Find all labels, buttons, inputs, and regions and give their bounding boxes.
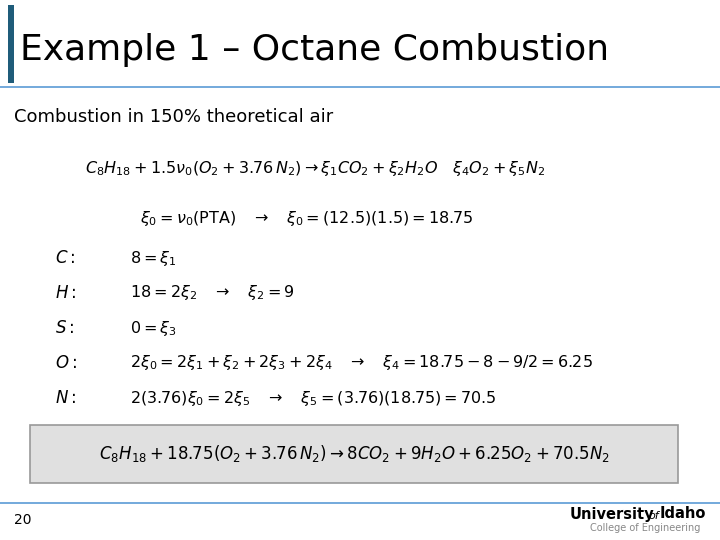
Text: of: of: [648, 511, 659, 521]
Text: $C_8H_{18}+1.5\nu_0(O_2+3.76\,N_2)\rightarrow\xi_1CO_2+\xi_2H_2O\quad\xi_4O_2+\x: $C_8H_{18}+1.5\nu_0(O_2+3.76\,N_2)\right…: [85, 159, 545, 178]
Text: $18=2\xi_2\quad\rightarrow\quad\xi_2=9$: $18=2\xi_2\quad\rightarrow\quad\xi_2=9$: [130, 284, 294, 302]
Text: Combustion in 150% theoretical air: Combustion in 150% theoretical air: [14, 108, 333, 126]
Text: $H:$: $H:$: [55, 284, 76, 302]
Text: $C:$: $C:$: [55, 249, 76, 267]
Text: $8=\xi_1$: $8=\xi_1$: [130, 248, 176, 267]
Text: $2(3.76)\xi_0=2\xi_5\quad\rightarrow\quad\xi_5=(3.76)(18.75)=70.5$: $2(3.76)\xi_0=2\xi_5\quad\rightarrow\qua…: [130, 388, 497, 408]
Text: $2\xi_0=2\xi_1+\xi_2+2\xi_3+2\xi_4\quad\rightarrow\quad\xi_4=18.75-8-9/2=6.25$: $2\xi_0=2\xi_1+\xi_2+2\xi_3+2\xi_4\quad\…: [130, 354, 593, 373]
Text: $C_8H_{18}+18.75(O_2+3.76\,N_2)\rightarrow 8CO_2+9H_2O+6.25O_2+70.5N_2$: $C_8H_{18}+18.75(O_2+3.76\,N_2)\rightarr…: [99, 443, 609, 464]
Text: College of Engineering: College of Engineering: [590, 523, 701, 533]
Text: $S:$: $S:$: [55, 319, 75, 337]
Text: $O:$: $O:$: [55, 354, 77, 372]
Text: Idaho: Idaho: [660, 507, 706, 522]
Text: Example 1 – Octane Combustion: Example 1 – Octane Combustion: [20, 33, 609, 67]
Text: $0=\xi_3$: $0=\xi_3$: [130, 319, 177, 338]
Bar: [8, 5, 14, 83]
FancyBboxPatch shape: [30, 425, 678, 483]
Text: University: University: [570, 507, 654, 522]
Text: $\xi_0=\nu_0(\mathrm{PTA})\quad\rightarrow\quad\xi_0=(12.5)(1.5)=18.75$: $\xi_0=\nu_0(\mathrm{PTA})\quad\rightarr…: [140, 208, 473, 227]
Text: $N:$: $N:$: [55, 389, 76, 407]
Text: 20: 20: [14, 513, 32, 527]
